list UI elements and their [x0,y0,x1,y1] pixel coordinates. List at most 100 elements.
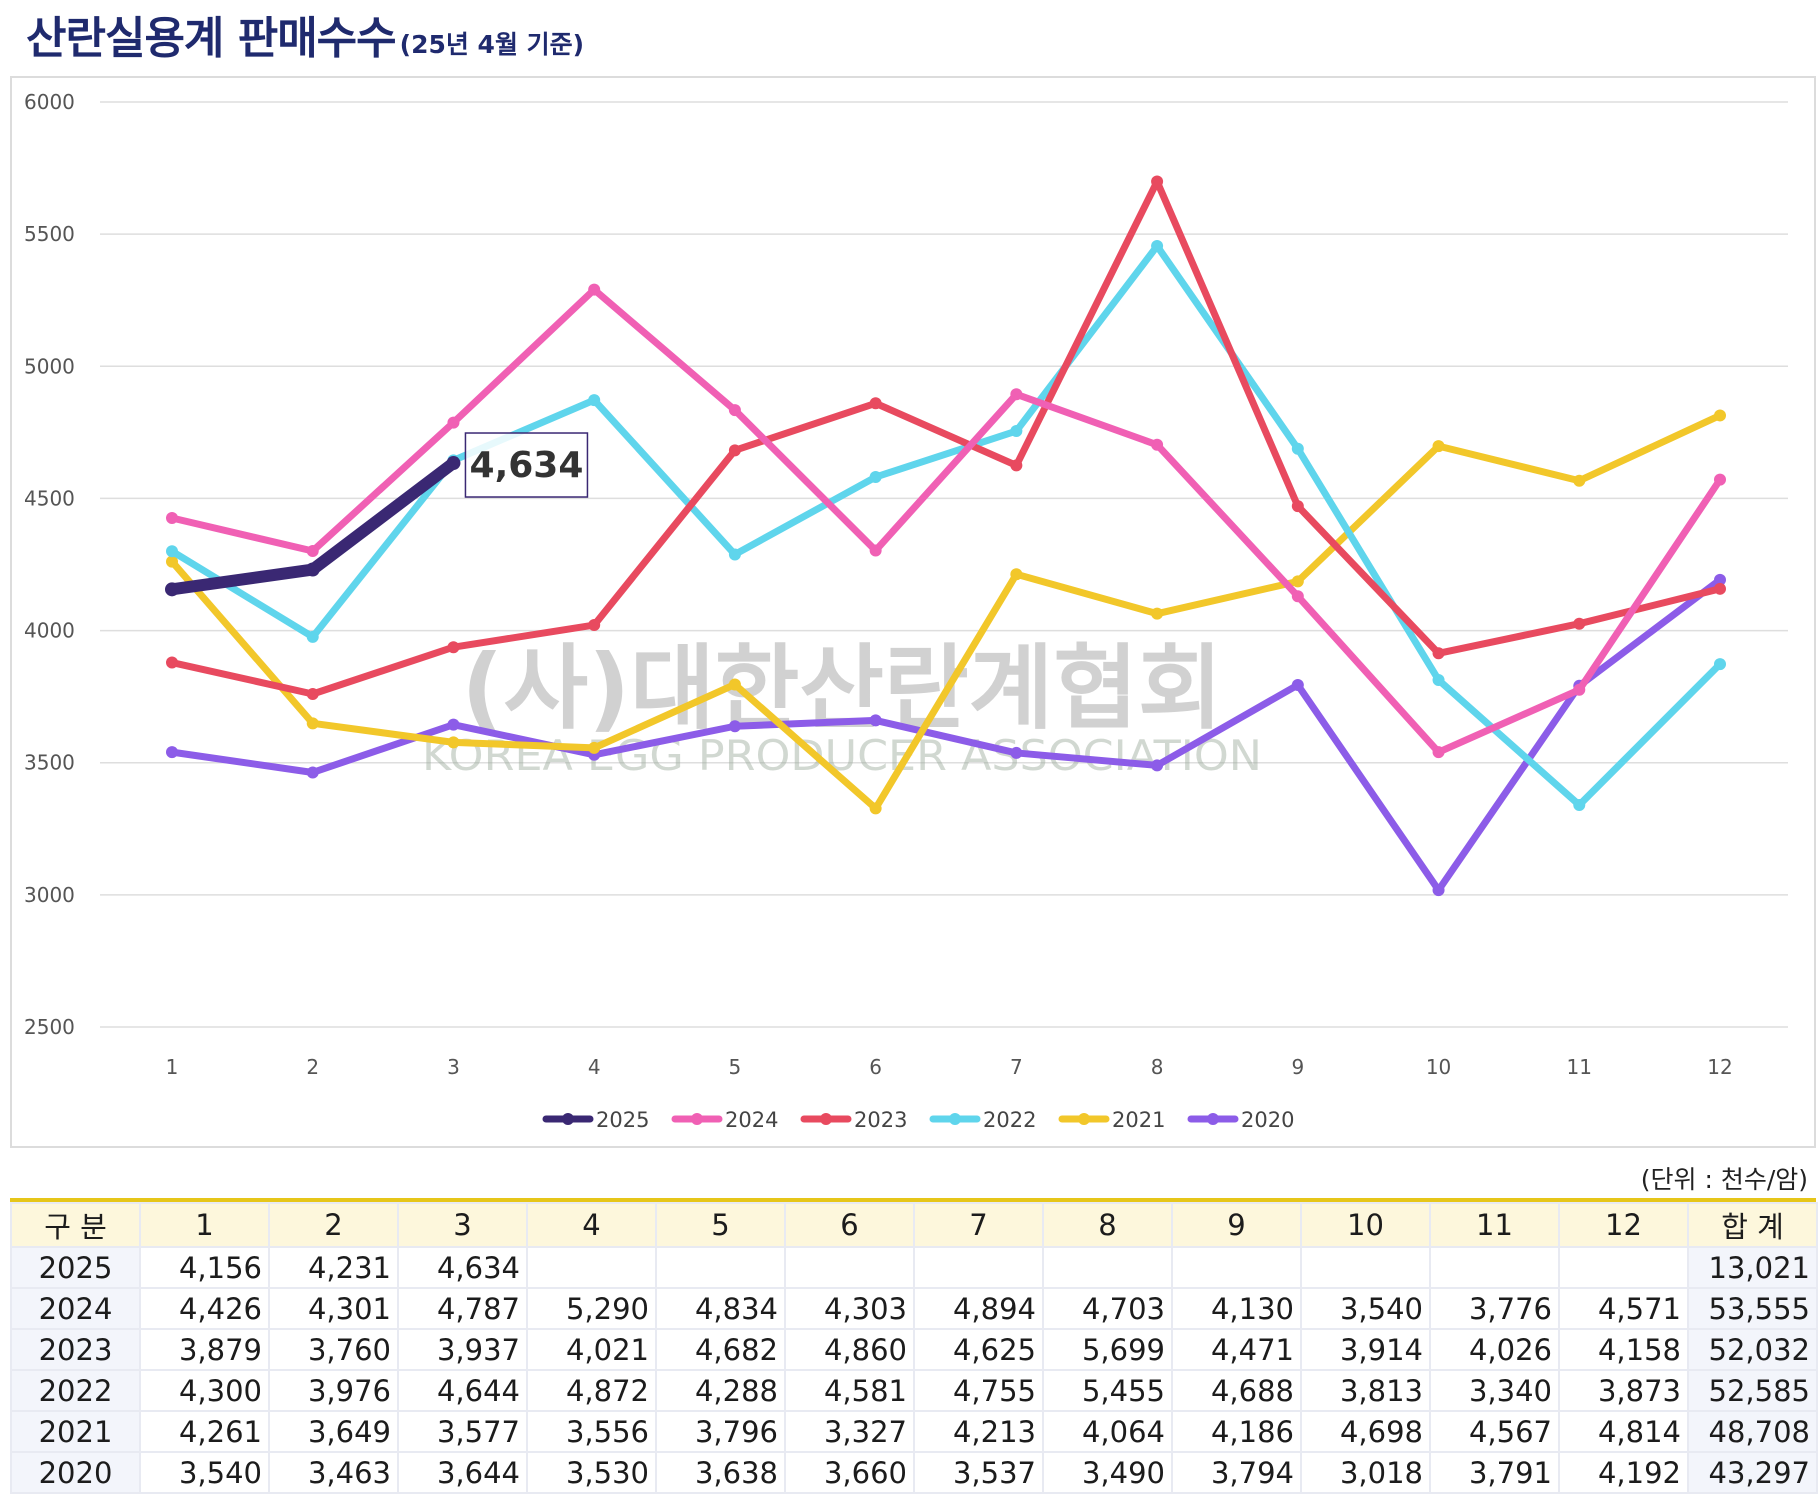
data-point-2020 [1010,746,1023,759]
series-line-2023 [168,178,1724,698]
data-point-2024 [166,511,178,524]
legend-marker-2025 [562,1113,574,1125]
data-point-2023 [1573,617,1586,630]
table-cell-value: 3,018 [1300,1451,1431,1494]
data-point-2021 [1291,575,1304,588]
table-cell-value: 3,873 [1558,1369,1689,1412]
data-point-2024 [869,544,882,557]
y-tick-label: 3000 [24,883,75,907]
series-line-2022 [168,242,1724,809]
table-cell-year: 2020 [10,1451,141,1494]
x-tick-label: 10 [1426,1055,1451,1079]
data-point-2024 [1714,473,1726,486]
table-cell-total: 53,555 [1687,1287,1818,1330]
table-cell-value: 5,455 [1042,1369,1173,1412]
table-cell-value: 4,064 [1042,1410,1173,1453]
data-point-2023 [447,641,460,654]
table-cell-value: 4,703 [1042,1287,1173,1330]
data-point-2022 [1432,673,1445,686]
y-tick-label: 5500 [24,222,75,246]
legend-marker-2021 [1078,1113,1090,1125]
table-cell-value: 4,021 [526,1328,657,1371]
y-tick-label: 4000 [24,619,75,643]
table-cell-value: 3,556 [526,1410,657,1453]
data-point-2023 [1714,582,1726,595]
table-header-month: 9 [1171,1202,1302,1248]
data-point-2023 [306,688,319,700]
table-cell-value: 3,577 [397,1410,528,1453]
x-tick-label: 9 [1291,1055,1304,1079]
table-cell-value: 3,530 [526,1451,657,1494]
table-cell-value: 3,879 [139,1328,270,1371]
table-header-month: 7 [913,1202,1044,1248]
data-point-2020 [306,766,319,779]
table-cell-value: 3,794 [1171,1451,1302,1494]
data-point-2021 [166,555,178,568]
data-point-2025 [165,582,179,597]
data-point-2023 [1432,647,1445,660]
data-point-2022 [1573,799,1586,811]
table-cell-value: 4,688 [1171,1369,1302,1412]
series-line-2021 [168,411,1724,812]
table-cell-value: 4,158 [1558,1328,1689,1371]
x-tick-label: 6 [869,1055,882,1079]
table-header-total: 합 계 [1687,1202,1818,1248]
series-line-2024 [168,286,1724,756]
table-cell-value: 3,660 [784,1451,915,1494]
table-header-month: 11 [1429,1202,1560,1248]
data-point-2022 [1010,425,1023,438]
data-point-2022 [869,471,882,484]
table-header-month: 3 [397,1202,528,1248]
table-cell-value: 4,301 [268,1287,399,1330]
data-point-2020 [166,746,178,759]
table-cell-value: 4,288 [655,1369,786,1412]
table-cell-value: 3,327 [784,1410,915,1453]
table-cell-value: 3,340 [1429,1369,1560,1412]
table-cell-value: 3,540 [1300,1287,1431,1330]
table-cell-value: 4,303 [784,1287,915,1330]
table-cell-value: 3,776 [1429,1287,1560,1330]
data-point-2020 [869,714,882,727]
table-cell-value: 3,791 [1429,1451,1560,1494]
table-cell-value: 4,471 [1171,1328,1302,1371]
table-cell-value: 3,976 [268,1369,399,1412]
data-point-2021 [588,741,601,754]
y-tick-label: 4500 [24,486,75,510]
watermark-text: (사)대한산란계협회 [461,635,1222,742]
table-cell-value: 4,300 [139,1369,270,1412]
data-point-2023 [1010,459,1023,472]
data-point-2020 [1432,884,1445,897]
table-cell-value: 5,699 [1042,1328,1173,1371]
table-header-month: 10 [1300,1202,1431,1248]
legend-label-2024: 2024 [725,1108,778,1132]
x-tick-label: 12 [1707,1055,1732,1079]
annotation-box [464,432,589,498]
data-table: 구 분 1 2 3 4 5 6 7 8 9 10 11 12 합 계 2025 4,156 4,231 4,63… [10,1202,1818,1494]
table-cell-value: 4,814 [1558,1410,1689,1453]
annotation-label: 4,634 [470,445,584,486]
x-tick-label: 2 [306,1055,319,1079]
y-tick-label: 6000 [24,90,75,114]
table-cell-value [1300,1246,1431,1289]
table-cell-value: 4,872 [526,1369,657,1412]
table-cell-value: 3,760 [268,1328,399,1371]
table-cell-total: 43,297 [1687,1451,1818,1494]
x-tick-label: 8 [1151,1055,1164,1079]
table-cell-total: 48,708 [1687,1410,1818,1453]
table-header-category: 구 분 [10,1202,141,1248]
data-point-2022 [728,548,741,561]
x-tick-label: 4 [588,1055,601,1079]
x-tick-label: 11 [1567,1055,1592,1079]
x-tick-label: 7 [1010,1055,1023,1079]
table-cell-value: 5,290 [526,1287,657,1330]
table-cell-value [784,1246,915,1289]
table-cell-value: 4,860 [784,1328,915,1371]
table-cell-total: 13,021 [1687,1246,1818,1289]
table-cell-value: 3,649 [268,1410,399,1453]
y-tick-label: 5000 [24,354,75,378]
table-cell-value: 4,156 [139,1246,270,1289]
legend-marker-2023 [820,1113,832,1125]
table-cell-value: 4,231 [268,1246,399,1289]
table-cell-value: 4,787 [397,1287,528,1330]
table-cell-value: 4,834 [655,1287,786,1330]
